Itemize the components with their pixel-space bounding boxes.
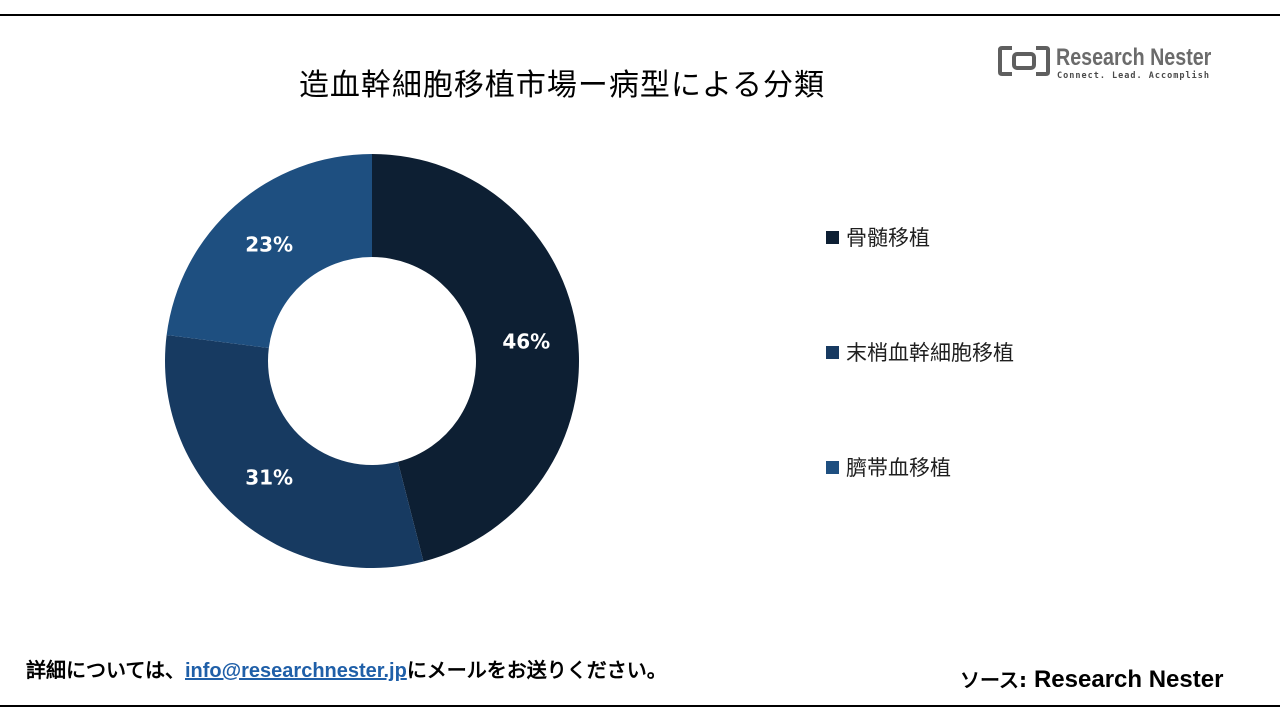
legend-swatch-cord-blood	[826, 460, 839, 474]
contact-note: 詳細については、info@researchnester.jpにメールをお送りくだ…	[26, 654, 667, 683]
legend-item-bone-marrow: 骨髄移植	[826, 222, 930, 252]
legend-label-bone-marrow: 骨髄移植	[846, 226, 930, 250]
logo-name: Research Nester	[1056, 44, 1212, 71]
contact-email-link[interactable]: info@researchnester.jp	[185, 660, 407, 682]
top-rule	[0, 14, 1280, 16]
contact-prefix: 詳細については、	[26, 658, 185, 682]
research-nester-logo-icon	[998, 46, 1050, 76]
legend-swatch-bone-marrow	[826, 230, 839, 244]
donut-slice-peripheral-blood	[165, 335, 424, 568]
data-label-cord-blood: 23%	[245, 232, 293, 256]
research-nester-logo: Research Nester Connect. Lead. Accomplis…	[998, 44, 1228, 84]
contact-suffix: にメールをお送りください。	[406, 658, 667, 682]
data-label-bone-marrow: 46%	[502, 330, 550, 354]
legend-label-peripheral-blood: 末梢血幹細胞移植	[846, 341, 1014, 365]
data-label-peripheral-blood: 31%	[245, 466, 293, 490]
bottom-rule	[0, 705, 1280, 707]
logo-tagline: Connect. Lead. Accomplish	[1057, 71, 1210, 81]
legend-item-cord-blood: 臍帯血移植	[826, 452, 951, 482]
source-credit: ソース: Research Nester	[960, 664, 1223, 694]
source-name: Research Nester	[1033, 666, 1224, 693]
donut-slice-cord-blood	[166, 154, 372, 348]
legend-label-cord-blood: 臍帯血移植	[846, 456, 951, 480]
legend-swatch-peripheral-blood	[826, 345, 839, 359]
source-label: ソース:	[960, 668, 1034, 692]
legend-item-peripheral-blood: 末梢血幹細胞移植	[826, 337, 1014, 367]
chart-title: 造血幹細胞移植市場ー病型による分類	[298, 68, 826, 103]
donut-slice-bone-marrow	[372, 154, 579, 562]
